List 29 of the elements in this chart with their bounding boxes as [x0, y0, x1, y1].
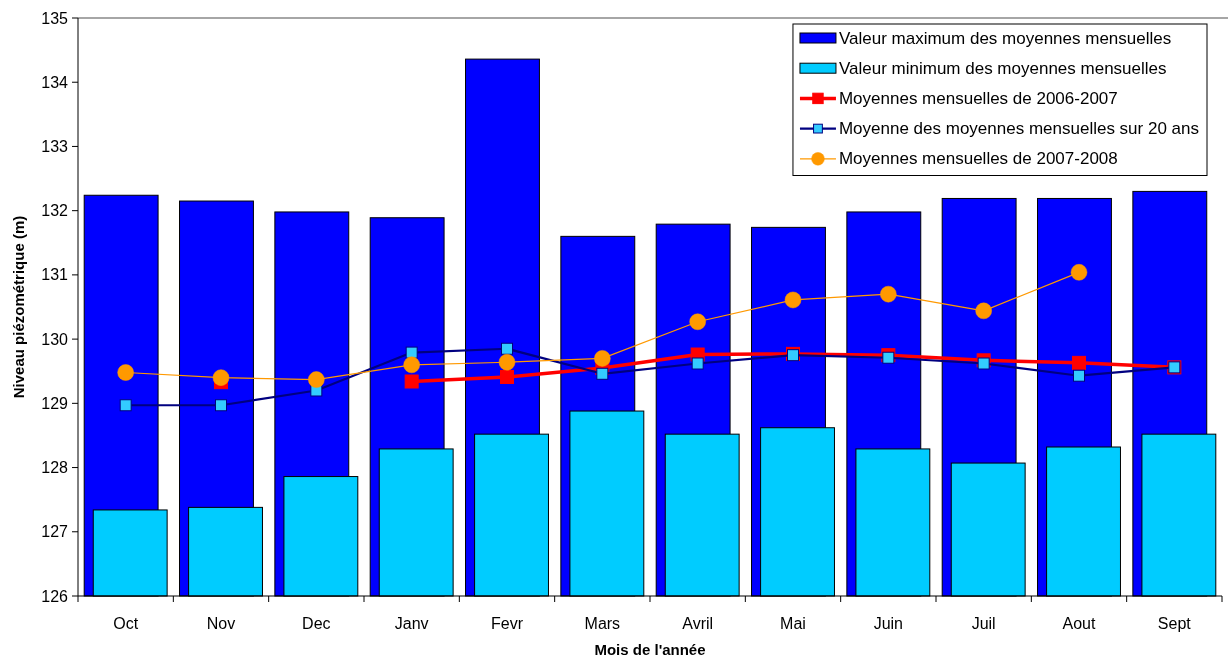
legend-label: Moyennes mensuelles de 2006-2007 — [838, 88, 1118, 108]
legend-label: Moyenne des moyennes mensuelles sur 20 ans — [838, 119, 1200, 139]
y-tick-label: 126 — [41, 587, 69, 605]
y-tick-label: 129 — [41, 394, 69, 412]
y-axis-title: Niveau piézométrique (m) — [9, 215, 27, 399]
x-tick-label: Avril — [682, 614, 714, 632]
y-tick-label: 134 — [41, 73, 69, 91]
legend-label: Moyennes mensuelles de 2007-2008 — [838, 149, 1118, 169]
y-tick-label: 132 — [41, 202, 69, 220]
x-axis-title: Mois de l'année — [594, 640, 706, 658]
x-tick-label: Fevr — [491, 614, 524, 632]
y-tick-label: 135 — [41, 9, 69, 27]
y-tick-label: 128 — [41, 459, 69, 477]
x-tick-label: Mai — [780, 614, 806, 632]
legend-label: Valeur maximum des moyennes mensuelles — [838, 28, 1172, 48]
y-tick-label: 133 — [41, 137, 69, 155]
legend-label: Valeur minimum des moyennes mensuelles — [838, 58, 1167, 78]
x-tick-label: Aout — [1062, 614, 1097, 632]
y-tick-label: 131 — [41, 266, 69, 284]
x-tick-label: Nov — [206, 614, 236, 632]
x-tick-label: Mars — [584, 614, 621, 632]
x-tick-label: Janv — [394, 614, 429, 632]
x-tick-label: Sept — [1157, 614, 1192, 632]
x-tick-label: Oct — [113, 614, 139, 632]
y-tick-label: 127 — [41, 523, 69, 541]
y-tick-label: 130 — [41, 330, 69, 348]
x-tick-label: Juin — [873, 614, 904, 632]
x-tick-label: Juil — [971, 614, 996, 632]
x-tick-label: Dec — [302, 614, 331, 632]
